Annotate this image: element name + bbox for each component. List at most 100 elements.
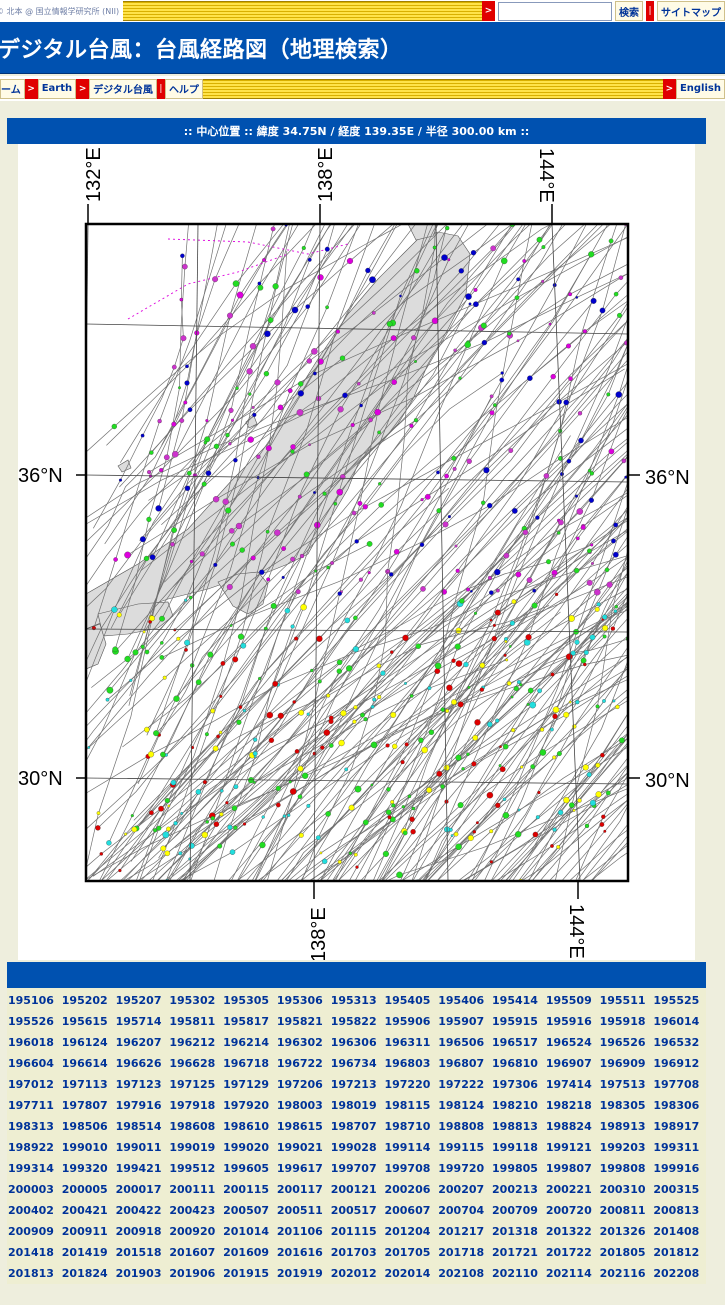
typhoon-id-link[interactable]: 196807 <box>438 1057 485 1070</box>
typhoon-id-link[interactable]: 196014 <box>653 1015 700 1028</box>
typhoon-id-link[interactable]: 196604 <box>8 1057 54 1070</box>
typhoon-id-link[interactable]: 201915 <box>223 1267 270 1280</box>
typhoon-id-link[interactable]: 198913 <box>599 1120 646 1133</box>
nav-digital-typhoon-link[interactable]: デジタル台風 <box>89 78 157 99</box>
typhoon-id-link[interactable]: 200310 <box>599 1183 646 1196</box>
typhoon-id-link[interactable]: 196718 <box>223 1057 270 1070</box>
search-button[interactable]: 検索 <box>615 1 643 21</box>
typhoon-id-link[interactable]: 196306 <box>330 1036 377 1049</box>
typhoon-id-link[interactable]: 199028 <box>330 1141 377 1154</box>
typhoon-id-link[interactable]: 197123 <box>115 1078 162 1091</box>
typhoon-id-link[interactable]: 199720 <box>438 1162 485 1175</box>
typhoon-id-link[interactable]: 195509 <box>545 994 592 1007</box>
typhoon-id-link[interactable]: 201115 <box>330 1225 377 1238</box>
typhoon-id-link[interactable]: 198917 <box>653 1120 700 1133</box>
typhoon-id-link[interactable]: 198514 <box>115 1120 162 1133</box>
typhoon-id-link[interactable]: 195406 <box>438 994 485 1007</box>
typhoon-id-link[interactable]: 197012 <box>8 1078 54 1091</box>
typhoon-id-link[interactable]: 200206 <box>384 1183 431 1196</box>
typhoon-id-link[interactable]: 199118 <box>492 1141 538 1154</box>
typhoon-id-link[interactable]: 196532 <box>653 1036 700 1049</box>
typhoon-id-link[interactable]: 198922 <box>8 1141 54 1154</box>
typhoon-id-link[interactable]: 201322 <box>545 1225 592 1238</box>
typhoon-id-link[interactable]: 200422 <box>115 1204 162 1217</box>
typhoon-id-link[interactable]: 202012 <box>330 1267 377 1280</box>
typhoon-id-link[interactable]: 199121 <box>545 1141 592 1154</box>
typhoon-id-link[interactable]: 195906 <box>384 1015 431 1028</box>
typhoon-id-link[interactable]: 200811 <box>599 1204 646 1217</box>
typhoon-id-link[interactable]: 199010 <box>61 1141 108 1154</box>
typhoon-id-link[interactable]: 200111 <box>169 1183 216 1196</box>
typhoon-id-link[interactable]: 198808 <box>438 1120 485 1133</box>
typhoon-id-link[interactable]: 201106 <box>276 1225 323 1238</box>
typhoon-id-link[interactable]: 195405 <box>384 994 431 1007</box>
typhoon-id-link[interactable]: 198610 <box>223 1120 270 1133</box>
typhoon-id-link[interactable]: 200909 <box>8 1225 54 1238</box>
typhoon-id-link[interactable]: 199808 <box>599 1162 646 1175</box>
typhoon-id-link[interactable]: 199707 <box>330 1162 377 1175</box>
sitemap-link[interactable]: サイトマップ <box>657 1 725 21</box>
typhoon-id-link[interactable]: 201318 <box>492 1225 538 1238</box>
typhoon-id-link[interactable]: 196907 <box>545 1057 592 1070</box>
typhoon-id-link[interactable]: 196912 <box>653 1057 700 1070</box>
typhoon-id-link[interactable]: 201812 <box>653 1246 700 1259</box>
typhoon-id-link[interactable]: 198306 <box>653 1099 700 1112</box>
typhoon-id-link[interactable]: 200507 <box>223 1204 270 1217</box>
typhoon-id-link[interactable]: 201204 <box>384 1225 431 1238</box>
typhoon-id-link[interactable]: 200920 <box>169 1225 216 1238</box>
typhoon-id-link[interactable]: 201518 <box>115 1246 162 1259</box>
typhoon-id-link[interactable]: 200813 <box>653 1204 700 1217</box>
typhoon-id-link[interactable]: 195414 <box>492 994 538 1007</box>
typhoon-id-link[interactable]: 200315 <box>653 1183 700 1196</box>
typhoon-id-link[interactable]: 201718 <box>438 1246 485 1259</box>
typhoon-id-link[interactable]: 196526 <box>599 1036 646 1049</box>
typhoon-id-link[interactable]: 199114 <box>384 1141 431 1154</box>
typhoon-id-link[interactable]: 199311 <box>653 1141 700 1154</box>
typhoon-id-link[interactable]: 196207 <box>115 1036 162 1049</box>
typhoon-id-link[interactable]: 200207 <box>438 1183 485 1196</box>
typhoon-id-link[interactable]: 201217 <box>438 1225 485 1238</box>
typhoon-id-link[interactable]: 196212 <box>169 1036 216 1049</box>
typhoon-id-link[interactable]: 197513 <box>599 1078 646 1091</box>
typhoon-id-link[interactable]: 197711 <box>8 1099 54 1112</box>
typhoon-id-link[interactable]: 201906 <box>169 1267 216 1280</box>
typhoon-id-link[interactable]: 195106 <box>8 994 54 1007</box>
typhoon-id-link[interactable]: 199605 <box>223 1162 270 1175</box>
typhoon-id-link[interactable]: 195714 <box>115 1015 162 1028</box>
typhoon-track-map[interactable]: 132°E 138°E 144°E 138°E 144°E 36°N 30°N … <box>18 144 695 960</box>
typhoon-id-link[interactable]: 199011 <box>115 1141 162 1154</box>
typhoon-id-link[interactable]: 202116 <box>599 1267 646 1280</box>
typhoon-id-link[interactable]: 197414 <box>545 1078 592 1091</box>
typhoon-id-link[interactable]: 202208 <box>653 1267 700 1280</box>
typhoon-id-link[interactable]: 199021 <box>276 1141 323 1154</box>
typhoon-id-link[interactable]: 196909 <box>599 1057 646 1070</box>
typhoon-id-link[interactable]: 195302 <box>169 994 216 1007</box>
typhoon-id-link[interactable]: 195525 <box>653 994 700 1007</box>
typhoon-id-link[interactable]: 198124 <box>438 1099 485 1112</box>
typhoon-id-link[interactable]: 199019 <box>169 1141 216 1154</box>
typhoon-id-link[interactable]: 196124 <box>61 1036 108 1049</box>
typhoon-id-link[interactable]: 199203 <box>599 1141 646 1154</box>
typhoon-id-link[interactable]: 200421 <box>61 1204 108 1217</box>
typhoon-id-link[interactable]: 196524 <box>545 1036 592 1049</box>
typhoon-id-link[interactable]: 195511 <box>599 994 646 1007</box>
typhoon-id-link[interactable]: 195305 <box>223 994 270 1007</box>
typhoon-id-link[interactable]: 201419 <box>61 1246 108 1259</box>
typhoon-id-link[interactable]: 201609 <box>223 1246 270 1259</box>
typhoon-id-link[interactable]: 199115 <box>438 1141 485 1154</box>
typhoon-id-link[interactable]: 195313 <box>330 994 377 1007</box>
typhoon-id-link[interactable]: 197206 <box>276 1078 323 1091</box>
typhoon-id-link[interactable]: 201014 <box>223 1225 270 1238</box>
track-map-svg[interactable]: 132°E 138°E 144°E 138°E 144°E 36°N 30°N … <box>18 144 695 960</box>
typhoon-id-link[interactable]: 195915 <box>492 1015 538 1028</box>
typhoon-id-link[interactable]: 197306 <box>492 1078 538 1091</box>
typhoon-id-link[interactable]: 198003 <box>276 1099 323 1112</box>
typhoon-id-link[interactable]: 196803 <box>384 1057 431 1070</box>
typhoon-id-link[interactable]: 201903 <box>115 1267 162 1280</box>
typhoon-id-link[interactable]: 201607 <box>169 1246 216 1259</box>
search-input[interactable] <box>498 1 612 21</box>
typhoon-id-link[interactable]: 198707 <box>330 1120 377 1133</box>
typhoon-id-link[interactable]: 196626 <box>115 1057 162 1070</box>
typhoon-id-link[interactable]: 196810 <box>492 1057 538 1070</box>
typhoon-id-link[interactable]: 200517 <box>330 1204 377 1217</box>
